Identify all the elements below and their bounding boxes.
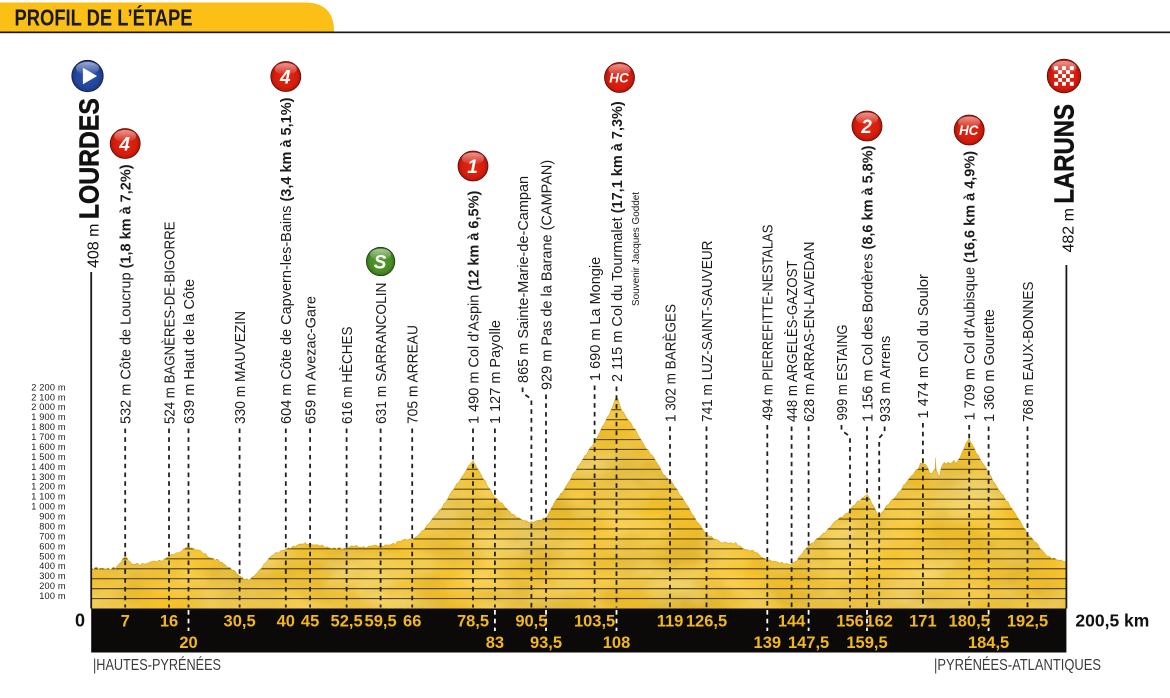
- svg-text:200 m: 200 m: [39, 581, 66, 591]
- svg-text:639 m Haut de la Côte: 639 m Haut de la Côte: [182, 279, 198, 424]
- svg-text:1 400 m: 1 400 m: [31, 462, 66, 472]
- svg-text:400 m: 400 m: [39, 561, 66, 571]
- svg-text:482 m LARUNS: 482 m LARUNS: [1049, 104, 1080, 252]
- svg-text:180,5: 180,5: [949, 613, 990, 631]
- svg-text:1 100 m: 1 100 m: [31, 492, 66, 502]
- svg-text:1 360 m Gourette: 1 360 m Gourette: [982, 309, 998, 422]
- svg-text:156: 156: [836, 613, 864, 631]
- svg-text:159,5: 159,5: [846, 634, 887, 652]
- svg-text:448 m ARGELÈS-GAZOST: 448 m ARGELÈS-GAZOST: [784, 260, 801, 422]
- svg-text:330 m MAUVEZIN: 330 m MAUVEZIN: [233, 311, 249, 424]
- svg-text:30,5: 30,5: [224, 613, 256, 631]
- svg-text:1 156 m Col des Bordères (8,6: 1 156 m Col des Bordères (8,6 km à 5,8%): [860, 145, 876, 422]
- svg-text:933 m Arrens: 933 m Arrens: [878, 336, 894, 422]
- svg-text:1 200 m: 1 200 m: [31, 482, 66, 492]
- svg-text:1: 1: [467, 157, 478, 178]
- svg-text:40: 40: [277, 613, 295, 631]
- svg-text:532 m Côte de Loucrup (1,8 km: 532 m Côte de Loucrup (1,8 km à 7,2%): [119, 164, 135, 424]
- svg-text:45: 45: [301, 613, 319, 631]
- svg-text:929 m Pas de la Barane (CAMPAN: 929 m Pas de la Barane (CAMPAN): [539, 160, 555, 390]
- svg-text:1 700 m: 1 700 m: [31, 432, 66, 442]
- svg-text:100 m: 100 m: [39, 591, 66, 601]
- svg-text:1 000 m: 1 000 m: [31, 502, 66, 512]
- svg-text:800 m: 800 m: [39, 522, 66, 532]
- svg-text:119: 119: [657, 613, 684, 631]
- svg-text:108: 108: [603, 634, 631, 652]
- svg-text:628 m ARRAS-EN-LAVEDAN: 628 m ARRAS-EN-LAVEDAN: [802, 242, 818, 423]
- svg-text:494 m PIERREFITTE-NESTALAS: 494 m PIERREFITTE-NESTALAS: [761, 225, 777, 421]
- svg-text:1 300 m: 1 300 m: [31, 472, 66, 482]
- svg-text:192,5: 192,5: [1007, 613, 1048, 631]
- svg-text:171: 171: [909, 613, 937, 631]
- svg-text:2 200 m: 2 200 m: [31, 382, 66, 392]
- svg-text:|PYRÉNÉES-ATLANTIQUES: |PYRÉNÉES-ATLANTIQUES: [934, 657, 1101, 674]
- svg-text:1 690 m La Mongie: 1 690 m La Mongie: [588, 257, 604, 381]
- svg-text:1 900 m: 1 900 m: [31, 412, 66, 422]
- svg-text:139: 139: [754, 634, 782, 652]
- svg-text:20: 20: [179, 634, 197, 652]
- svg-text:66: 66: [403, 613, 421, 631]
- svg-text:1 800 m: 1 800 m: [31, 422, 66, 432]
- svg-text:S: S: [374, 252, 387, 273]
- svg-text:184,5: 184,5: [968, 634, 1009, 652]
- svg-text:741 m LUZ-SAINT-SAUVEUR: 741 m LUZ-SAINT-SAUVEUR: [700, 241, 716, 423]
- svg-text:93,5: 93,5: [530, 634, 562, 652]
- svg-text:900 m: 900 m: [39, 512, 66, 522]
- svg-text:2 100 m: 2 100 m: [31, 392, 66, 402]
- svg-text:PROFIL DE L’ÉTAPE: PROFIL DE L’ÉTAPE: [15, 4, 193, 31]
- svg-text:524 m BAGNÈRES-DE-BIGORRE: 524 m BAGNÈRES-DE-BIGORRE: [161, 221, 178, 424]
- svg-text:4: 4: [279, 67, 291, 88]
- svg-text:162: 162: [865, 613, 893, 631]
- svg-text:83: 83: [486, 634, 504, 652]
- svg-text:126,5: 126,5: [686, 613, 727, 631]
- svg-text:90,5: 90,5: [515, 613, 547, 631]
- svg-text:7: 7: [121, 613, 130, 631]
- svg-text:659 m Avezac-Gare: 659 m Avezac-Gare: [303, 296, 319, 424]
- svg-text:1 127 m Payolle: 1 127 m Payolle: [488, 320, 504, 424]
- svg-text:147,5: 147,5: [788, 634, 829, 652]
- svg-text:616 m HÈCHES: 616 m HÈCHES: [339, 327, 356, 425]
- svg-text:500 m: 500 m: [39, 551, 66, 561]
- svg-text:Souvenir Jacques Goddet: Souvenir Jacques Goddet: [630, 192, 642, 306]
- svg-text:1 709 m Col d'Aubisque (16,6 k: 1 709 m Col d'Aubisque (16,6 km à 4,9%): [963, 151, 979, 421]
- svg-text:300 m: 300 m: [39, 571, 66, 581]
- svg-text:4: 4: [118, 134, 130, 155]
- svg-text:700 m: 700 m: [39, 531, 66, 541]
- svg-text:600 m: 600 m: [39, 541, 66, 551]
- svg-text:2 115 m Col du Tourmalet (17,1: 2 115 m Col du Tourmalet (17,1 km à 7,3%…: [610, 101, 626, 382]
- svg-text:|HAUTES-PYRÉNÉES: |HAUTES-PYRÉNÉES: [93, 657, 221, 674]
- svg-text:631 m SARRANCOLIN: 631 m SARRANCOLIN: [374, 283, 390, 425]
- svg-text:865 m Sainte-Marie-de-Campan: 865 m Sainte-Marie-de-Campan: [516, 176, 532, 383]
- svg-text:103,5: 103,5: [574, 613, 615, 631]
- svg-text:705 m ARREAU: 705 m ARREAU: [406, 325, 422, 424]
- svg-text:144: 144: [778, 613, 806, 631]
- svg-text:78,5: 78,5: [457, 613, 489, 631]
- svg-text:604 m Côte de Capvern-les-Bain: 604 m Côte de Capvern-les-Bains (3,4 km …: [279, 97, 295, 424]
- svg-text:59,5: 59,5: [365, 613, 397, 631]
- svg-text:1 302 m BARÈGES: 1 302 m BARÈGES: [662, 304, 679, 422]
- svg-text:1 600 m: 1 600 m: [31, 442, 66, 452]
- svg-text:52,5: 52,5: [331, 613, 363, 631]
- svg-text:200,5 km: 200,5 km: [1075, 611, 1149, 631]
- svg-text:HC: HC: [959, 123, 979, 138]
- svg-text:768 m EAUX-BONNES: 768 m EAUX-BONNES: [1021, 282, 1037, 423]
- svg-text:1 500 m: 1 500 m: [31, 452, 66, 462]
- svg-text:0: 0: [75, 611, 85, 631]
- svg-text:2: 2: [860, 117, 872, 138]
- svg-text:999 m ESTAING: 999 m ESTAING: [835, 325, 851, 421]
- svg-text:1 490 m Col d'Aspin (12 km à 6: 1 490 m Col d'Aspin (12 km à 6,5%): [466, 191, 482, 424]
- svg-text:16: 16: [160, 613, 178, 631]
- svg-text:2 000 m: 2 000 m: [31, 402, 66, 412]
- svg-text:HC: HC: [609, 70, 629, 85]
- svg-text:1 474 m Col du Soulor: 1 474 m Col du Soulor: [916, 274, 932, 418]
